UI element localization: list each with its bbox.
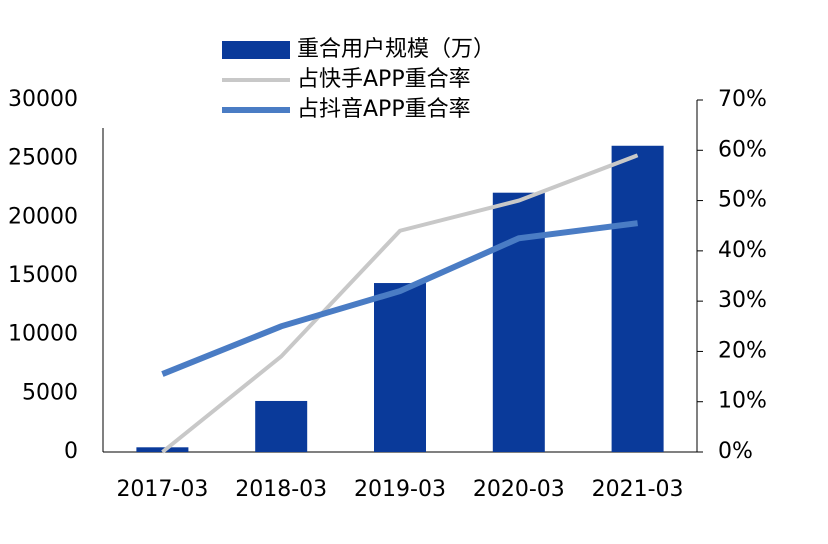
y-tick-label: 15000 — [8, 263, 78, 288]
y2-tick-label: 50% — [718, 188, 767, 213]
line-series — [161, 153, 639, 454]
y2-tick-label: 20% — [718, 338, 767, 363]
bar — [492, 192, 545, 452]
y2-tick-label: 30% — [718, 288, 767, 313]
x-tick-label: 2020-03 — [473, 477, 565, 502]
bar — [611, 145, 664, 452]
bar — [255, 400, 308, 452]
y-tick-label: 20000 — [8, 204, 78, 229]
legend-swatch — [222, 41, 290, 59]
x-tick-label: 2017-03 — [116, 477, 208, 502]
y2-tick-label: 40% — [718, 238, 767, 263]
y2-tick-label: 70% — [718, 87, 767, 112]
y-tick-label: 10000 — [8, 322, 78, 347]
legend-label: 占快手APP重合率 — [297, 67, 471, 92]
y2-tick-label: 0% — [718, 439, 753, 464]
y2-tick-label: 60% — [718, 137, 767, 162]
x-tick-label: 2021-03 — [592, 477, 684, 502]
x-tick-label: 2019-03 — [354, 477, 446, 502]
legend-label: 占抖音APP重合率 — [297, 97, 471, 122]
y-tick-label: 25000 — [8, 146, 78, 171]
y-tick-label: 0 — [64, 439, 78, 464]
y2-tick-label: 10% — [718, 389, 767, 414]
line-series — [161, 220, 638, 377]
x-tick-label: 2018-03 — [235, 477, 327, 502]
y-tick-label: 5000 — [22, 380, 78, 405]
bar — [374, 283, 426, 452]
legend-label: 重合用户规模（万） — [297, 37, 495, 62]
y-tick-label: 30000 — [8, 87, 78, 112]
